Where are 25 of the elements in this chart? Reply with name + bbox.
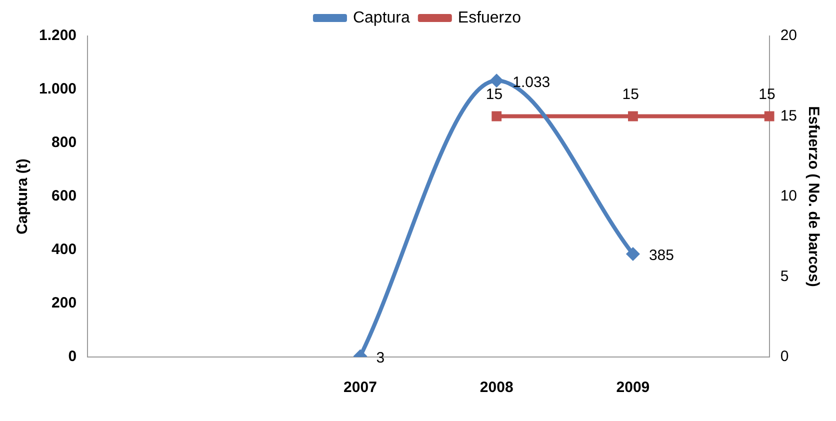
y-tick-label: 1.000 bbox=[38, 80, 77, 98]
y2-tick-label: 0 bbox=[780, 348, 789, 366]
y2-tick-label: 15 bbox=[780, 107, 798, 124]
y2-tick-label: 5 bbox=[780, 268, 789, 285]
y-tick-label: 0 bbox=[68, 348, 77, 366]
data-label: 3 bbox=[376, 349, 385, 366]
x-tick-label: 2008 bbox=[480, 379, 514, 396]
y2-tick-label: 20 bbox=[780, 27, 798, 44]
legend-label: Captura bbox=[352, 9, 410, 26]
y-tick-label: 1.200 bbox=[38, 27, 77, 44]
data-label: 15 bbox=[486, 86, 503, 103]
y2-axis-title: Esfuerzo ( No. de barcos) bbox=[804, 106, 822, 287]
data-label: 15 bbox=[622, 86, 639, 103]
legend-label: Esfuerzo bbox=[458, 9, 522, 26]
y-tick-label: 200 bbox=[52, 294, 77, 312]
y-tick-label: 400 bbox=[52, 241, 77, 258]
x-tick-label: 2009 bbox=[616, 379, 650, 396]
data-label: 385 bbox=[648, 247, 674, 264]
y2-tick-label: 10 bbox=[780, 188, 798, 205]
x-tick-label: 2007 bbox=[344, 379, 377, 396]
y-tick-label: 600 bbox=[52, 188, 77, 205]
data-label: 1.033 bbox=[512, 74, 550, 91]
y-axis-title: Captura (t) bbox=[14, 158, 32, 234]
data-label: 15 bbox=[758, 86, 776, 103]
y-tick-label: 800 bbox=[52, 134, 77, 152]
